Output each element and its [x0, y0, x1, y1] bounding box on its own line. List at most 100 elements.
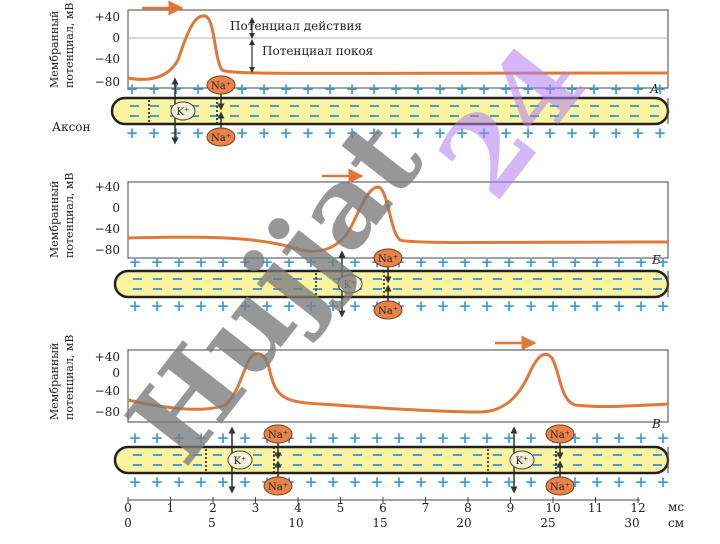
- plus-sign: +: [415, 297, 428, 315]
- plus-sign: +: [657, 473, 670, 491]
- plus-sign: +: [173, 297, 186, 315]
- na-ion-label: Na⁺: [211, 81, 231, 92]
- plus-sign: +: [151, 297, 164, 315]
- plus-sign: +: [129, 297, 142, 315]
- na-ion-icon: [263, 476, 293, 496]
- plus-sign: +: [195, 253, 208, 271]
- plot-frame: [127, 9, 669, 89]
- plus-sign: +: [305, 473, 318, 491]
- potential-trace: [127, 352, 669, 414]
- ytick-minus40: −40: [95, 52, 120, 66]
- plus-sign: +: [258, 124, 271, 142]
- plus-sign: +: [258, 80, 271, 98]
- na-ion-icon: [373, 248, 403, 268]
- plus-sign: +: [327, 429, 340, 447]
- plus-sign: +: [437, 253, 450, 271]
- plus-sign: +: [569, 297, 582, 315]
- depolarized-zone: [487, 446, 557, 474]
- panel-letter: Б: [651, 253, 661, 267]
- plus-sign: +: [412, 124, 425, 142]
- plus-sign: +: [437, 429, 450, 447]
- plus-sign: +: [544, 124, 557, 142]
- ytick-0: 0: [112, 366, 120, 380]
- na-ion-icon: [545, 476, 575, 496]
- plus-sign: +: [525, 253, 538, 271]
- na-ion-label: Na⁺: [378, 306, 398, 317]
- plus-sign: +: [239, 473, 252, 491]
- plus-sign: +: [635, 297, 648, 315]
- ion-group: Na⁺ K⁺ Na⁺: [205, 424, 293, 496]
- ytick-40: +40: [95, 350, 120, 364]
- distance-tick-label: 15: [372, 516, 387, 530]
- plus-sign: +: [173, 473, 186, 491]
- plus-sign: +: [588, 80, 601, 98]
- plus-sign: +: [239, 429, 252, 447]
- distance-tick-label: 5: [208, 516, 216, 530]
- plus-sign: +: [324, 80, 337, 98]
- plus-sign: +: [305, 253, 318, 271]
- na-ion-label: Na⁺: [550, 482, 570, 493]
- plus-sign: +: [525, 429, 538, 447]
- time-tick-label: 11: [588, 501, 603, 515]
- plus-sign: +: [437, 473, 450, 491]
- plus-sign: +: [481, 473, 494, 491]
- plus-sign: +: [129, 429, 142, 447]
- plus-sign: +: [393, 429, 406, 447]
- plus-sign: +: [349, 429, 362, 447]
- plus-sign: +: [459, 297, 472, 315]
- plus-sign: +: [349, 297, 362, 315]
- plus-sign: +: [170, 80, 183, 98]
- plus-sign: +: [192, 80, 205, 98]
- panel-letter: В: [651, 417, 661, 431]
- distance-unit: см: [668, 516, 684, 530]
- plus-sign: +: [217, 297, 230, 315]
- plus-sign: +: [371, 429, 384, 447]
- plus-sign: +: [327, 253, 340, 271]
- plus-sign: +: [302, 80, 315, 98]
- plus-sign: +: [283, 253, 296, 271]
- plus-sign: +: [261, 253, 274, 271]
- time-tick-label: 10: [545, 501, 560, 515]
- plus-sign: +: [478, 124, 491, 142]
- plus-sign: +: [327, 473, 340, 491]
- ion-group: Na⁺ K⁺ Na⁺: [487, 424, 575, 496]
- k-ion-icon: [170, 101, 196, 121]
- plus-sign: +: [657, 253, 670, 271]
- ytick-40: +40: [95, 180, 120, 194]
- plus-sign: +: [327, 297, 340, 315]
- na-ion-label: Na⁺: [550, 430, 570, 441]
- plus-sign: +: [566, 80, 579, 98]
- plus-sign: +: [217, 253, 230, 271]
- distance-tick-label: 10: [288, 516, 303, 530]
- k-ion-label: K⁺: [516, 456, 529, 467]
- plus-sign: +: [635, 429, 648, 447]
- k-ion-label: K⁺: [234, 456, 247, 467]
- plus-sign: +: [324, 124, 337, 142]
- time-tick-label: 4: [294, 501, 302, 515]
- plus-sign: +: [280, 80, 293, 98]
- time-tick-label: 8: [464, 501, 472, 515]
- plus-sign: +: [569, 253, 582, 271]
- plus-sign: +: [613, 473, 626, 491]
- plus-sign: +: [217, 429, 230, 447]
- plus-sign: +: [591, 297, 604, 315]
- plus-sign: +: [654, 124, 667, 142]
- panel-b: Мембранный потенциал, мВ +40 0 −40 −80 Б…: [48, 168, 670, 320]
- potential-trace: [127, 185, 669, 253]
- plus-sign: +: [481, 253, 494, 271]
- plus-sign: +: [393, 473, 406, 491]
- plus-sign: +: [195, 297, 208, 315]
- plus-sign: +: [148, 124, 161, 142]
- plus-sign: +: [613, 429, 626, 447]
- plus-sign: +: [456, 80, 469, 98]
- plus-sign: +: [346, 80, 359, 98]
- distance-tick-label: 0: [124, 516, 132, 530]
- plus-sign: +: [525, 297, 538, 315]
- plus-sign: +: [151, 473, 164, 491]
- plus-sign: +: [610, 124, 623, 142]
- na-ion-icon: [206, 127, 236, 147]
- ylabel-line1: Мембранный: [48, 343, 61, 420]
- potential-trace: [127, 14, 669, 81]
